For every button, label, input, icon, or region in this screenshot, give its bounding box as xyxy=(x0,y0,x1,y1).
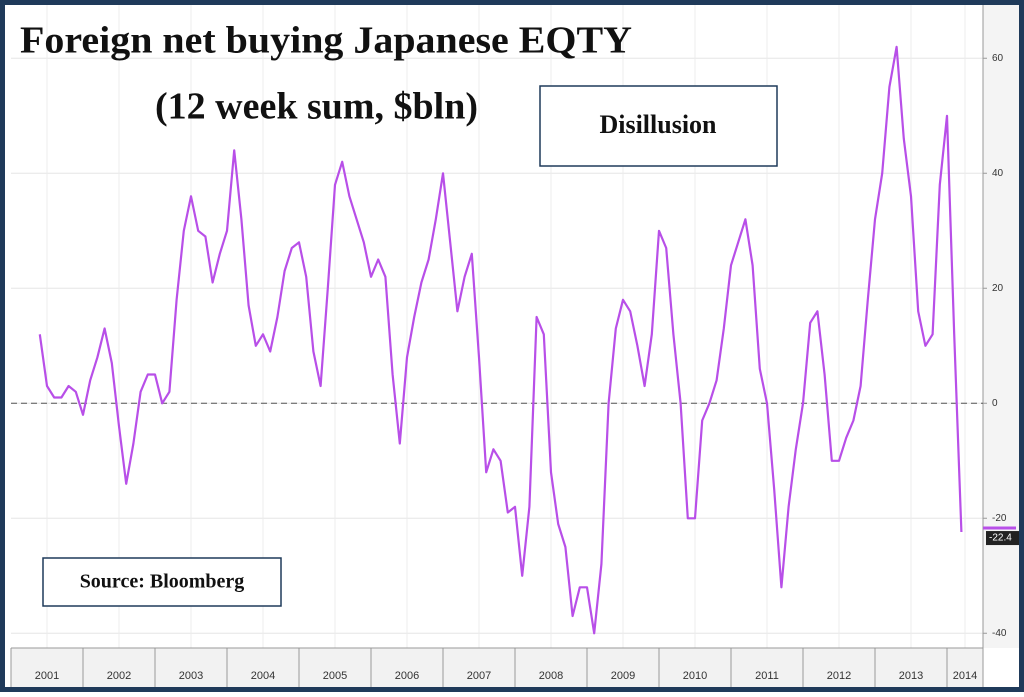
chart-title: Foreign net buying Japanese EQTY xyxy=(20,20,632,62)
y-tick-label: 40 xyxy=(992,168,1004,179)
y-tick-label: -40 xyxy=(992,628,1007,639)
x-tick-label: 2003 xyxy=(179,670,203,682)
x-tick-label: 2008 xyxy=(539,670,563,682)
x-tick-label: 2004 xyxy=(251,670,275,682)
y-tick-label: 60 xyxy=(992,53,1004,64)
annotation: Disillusion xyxy=(599,110,717,139)
x-tick-label: 2012 xyxy=(827,670,851,682)
x-tick-label: 2001 xyxy=(35,670,59,682)
right-axis-band xyxy=(983,0,1024,648)
y-tick-label: 20 xyxy=(992,283,1004,294)
y-tick-label: 0 xyxy=(992,398,998,409)
x-tick-label: 2011 xyxy=(755,670,779,682)
x-tick-label: 2007 xyxy=(467,670,491,682)
x-tick-label: 2010 xyxy=(683,670,707,682)
last-value-box xyxy=(986,531,1020,546)
data-line xyxy=(38,45,963,635)
chart-subtitle: (12 week sum, $bln) xyxy=(155,86,478,128)
x-tick-label: 2009 xyxy=(611,670,635,682)
x-tick-label: 2005 xyxy=(323,670,347,682)
source-box xyxy=(42,557,282,607)
annotation-box xyxy=(539,85,778,167)
x-tick-label: 2002 xyxy=(107,670,131,682)
x-axis-band xyxy=(11,648,983,690)
x-tick-label: 2014 xyxy=(953,670,977,682)
x-tick-label: 2013 xyxy=(899,670,923,682)
last-value-label: -22.4 xyxy=(989,533,1012,544)
y-tick-label: -20 xyxy=(992,513,1007,524)
x-tick-label: 2006 xyxy=(395,670,419,682)
source: Source: Bloomberg xyxy=(80,571,245,593)
